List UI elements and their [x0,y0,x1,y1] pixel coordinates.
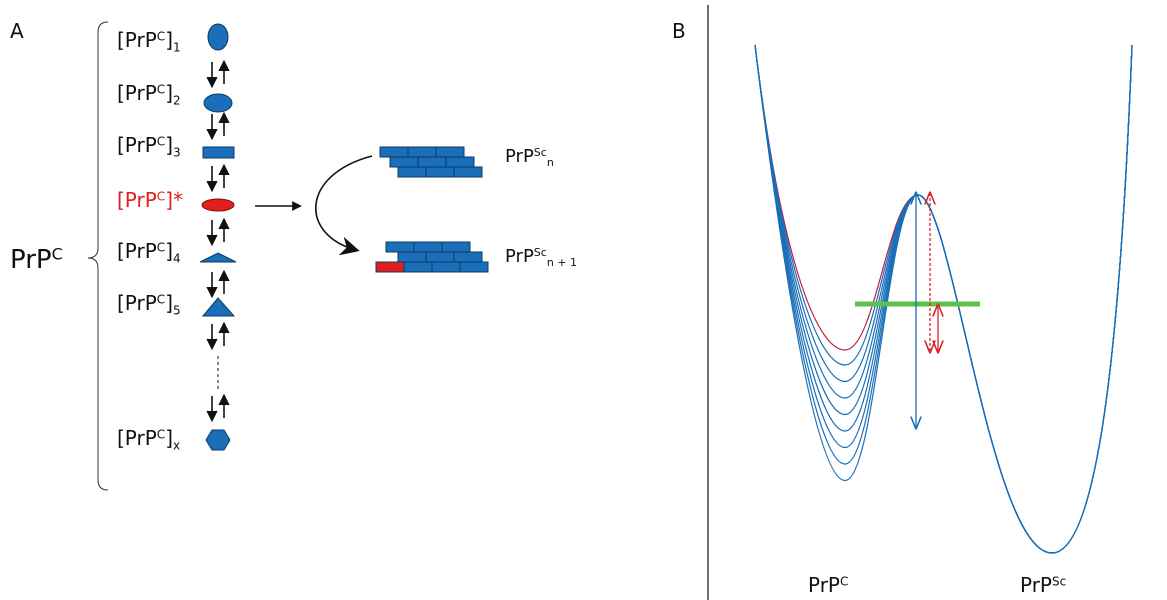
label-sup: Sc [534,146,547,159]
label: PrPScn + 1 [505,246,577,269]
label-sup: C [840,575,848,589]
label: [PrPC]2 [117,81,181,107]
label-text: PrP [10,245,52,275]
brick [445,156,475,168]
brick [441,241,471,253]
label: PrPSc [1020,573,1066,597]
panel-label: A [10,19,24,43]
brick [397,166,427,178]
label-text: [PrP [117,81,157,105]
label-after: ]* [165,188,183,212]
brick [425,166,455,178]
label: [PrPC]3 [117,133,181,159]
label: [PrPC]x [117,426,180,452]
brick [403,261,433,273]
energy-curve [754,44,1133,554]
label-text: [PrP [117,133,157,157]
brick [453,251,483,263]
equilibrium-arrows [206,59,230,423]
label-text: [PrP [117,188,157,212]
panel-label: B [672,19,686,43]
brick [435,146,465,158]
label-sup: C [157,190,165,204]
label-sub: 3 [173,145,181,159]
energy-curve [754,44,1133,554]
label: [PrPC]5 [117,291,181,317]
label-text: PrP [505,146,534,167]
energy-curve [754,44,1133,554]
label-sub: 1 [173,40,181,54]
brick [375,261,405,273]
label-text: [PrP [117,291,157,315]
label-sub: n [547,156,554,169]
label-sup: C [157,428,165,442]
energy-curves [754,44,1133,554]
label-sup: C [52,245,63,264]
label-sup: C [157,241,165,255]
label-text: PrP [505,246,534,267]
label-sup: C [157,30,165,44]
label-text: [PrP [117,28,157,52]
label-sup: Sc [1052,575,1066,589]
label: PrPScn [505,146,554,169]
species-icons [199,23,237,451]
label-sup: C [157,293,165,307]
label-after: ] [165,28,173,52]
fibrils [375,146,489,273]
label-sup: C [157,135,165,149]
label: PrPC [10,245,63,275]
brick [417,156,447,168]
label-after: ] [165,291,173,315]
label-after: ] [165,81,173,105]
label-sub: 4 [173,251,181,265]
label-sup: C [157,83,165,97]
recruit-arrow [315,155,373,256]
brick [407,146,437,158]
label-after: ] [165,239,173,263]
label-text: [PrP [117,426,157,450]
label-text: [PrP [117,239,157,263]
label: [PrPC]1 [117,28,181,54]
label-sub: 2 [173,93,181,107]
energy-curve [754,44,1133,554]
brick [379,146,409,158]
label-text: PrP [1020,573,1052,597]
energy-curve [754,44,1133,554]
label-after: ] [165,426,173,450]
energy-curve [754,44,1133,554]
label-sup: Sc [534,246,547,259]
label-sub: x [173,438,180,452]
brick [459,261,489,273]
brick [389,156,419,168]
energy-curve [754,44,1133,554]
energy-curve [754,44,1133,554]
brick [431,261,461,273]
brick [425,251,455,263]
brick [453,166,483,178]
brick [397,251,427,263]
brick [413,241,443,253]
label: [PrPC]* [117,188,183,212]
label: PrPC [808,573,848,597]
energy-curve [754,44,1133,554]
label-text: PrP [808,573,840,597]
brace [87,21,109,491]
brick [385,241,415,253]
label: [PrPC]4 [117,239,181,265]
label-sub: n + 1 [547,256,577,269]
label-after: ] [165,133,173,157]
label-sub: 5 [173,303,181,317]
